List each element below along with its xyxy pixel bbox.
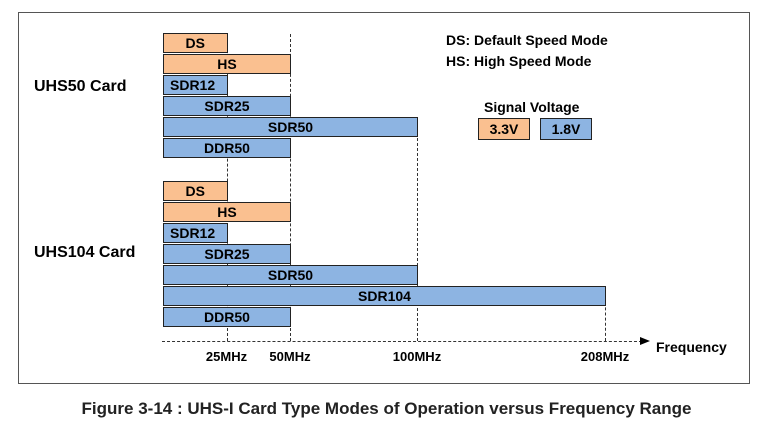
- frequency-axis: [162, 341, 642, 342]
- axis-tick-label: 100MHz: [392, 349, 442, 364]
- mode-bar-hs: HS: [163, 54, 291, 74]
- guide-50mhz: [290, 34, 291, 341]
- legend-ds: DS: Default Speed Mode: [446, 32, 608, 48]
- mode-bar-sdr25: SDR25: [163, 244, 291, 264]
- guide-25mhz: [227, 34, 228, 341]
- mode-bar-ddr50: DDR50: [163, 138, 291, 158]
- figure-caption: Figure 3-14 : UHS-I Card Type Modes of O…: [81, 399, 692, 418]
- mode-bar-sdr50: SDR50: [163, 117, 418, 137]
- legend-hs: HS: High Speed Mode: [446, 53, 592, 69]
- axis-arrow-icon: [640, 337, 650, 345]
- mode-bar-hs: HS: [163, 202, 291, 222]
- mode-bar-ds: DS: [163, 181, 228, 201]
- voltage-3v3-swatch: 3.3V: [478, 118, 530, 140]
- axis-label: Frequency: [656, 339, 727, 355]
- axis-tick-label: 50MHz: [269, 349, 311, 364]
- axis-tick-label: 208MHz: [580, 349, 630, 364]
- diagram-frame: [18, 12, 750, 384]
- axis-tick-label: 25MHz: [205, 349, 248, 364]
- card-label-uhs104: UHS104 Card: [34, 244, 136, 261]
- card-label-uhs50: UHS50 Card: [34, 78, 127, 95]
- guide-208mhz: [605, 287, 606, 341]
- mode-bar-sdr50: SDR50: [163, 265, 418, 285]
- signal-voltage-title: Signal Voltage: [484, 99, 580, 115]
- mode-bar-sdr104: SDR104: [163, 286, 606, 306]
- mode-bar-sdr25: SDR25: [163, 96, 291, 116]
- guide-100mhz: [417, 118, 418, 341]
- mode-bar-ddr50: DDR50: [163, 307, 291, 327]
- mode-bar-sdr12: SDR12: [163, 75, 228, 95]
- mode-bar-sdr12: SDR12: [163, 223, 228, 243]
- mode-bar-ds: DS: [163, 33, 228, 53]
- voltage-1v8-swatch: 1.8V: [540, 118, 592, 140]
